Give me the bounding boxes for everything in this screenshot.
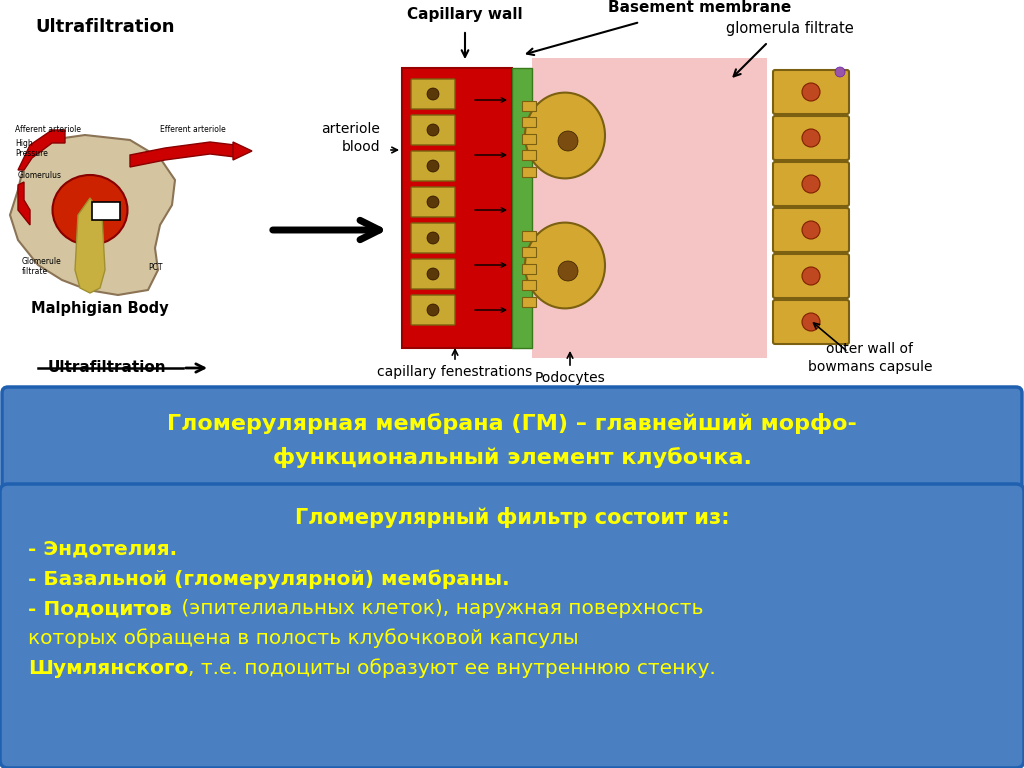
FancyBboxPatch shape <box>773 208 849 252</box>
FancyBboxPatch shape <box>773 300 849 344</box>
FancyBboxPatch shape <box>411 187 455 217</box>
Polygon shape <box>10 135 175 295</box>
Bar <box>522 118 536 127</box>
Circle shape <box>802 313 820 331</box>
Ellipse shape <box>525 93 605 178</box>
Circle shape <box>802 221 820 239</box>
Bar <box>522 231 536 241</box>
Bar <box>522 280 536 290</box>
FancyBboxPatch shape <box>411 223 455 253</box>
Bar <box>532 58 767 358</box>
Circle shape <box>835 67 845 77</box>
Text: Afferent arteriole: Afferent arteriole <box>15 125 81 134</box>
Circle shape <box>558 261 578 281</box>
Text: функциональный элемент клубочка.: функциональный элемент клубочка. <box>272 448 752 468</box>
Polygon shape <box>18 130 65 170</box>
FancyBboxPatch shape <box>411 295 455 325</box>
Polygon shape <box>75 198 105 293</box>
Text: Podocytes: Podocytes <box>535 371 605 385</box>
Bar <box>522 247 536 257</box>
Text: Malphigian Body: Malphigian Body <box>31 300 169 316</box>
Text: Basement membrane: Basement membrane <box>608 1 792 15</box>
Text: (эпителиальных клеток), наружная поверхность: (эпителиальных клеток), наружная поверхн… <box>175 600 703 618</box>
Text: High: High <box>15 138 33 147</box>
Bar <box>522 167 536 177</box>
Text: Efferent arteriole: Efferent arteriole <box>160 125 225 134</box>
Text: arteriole
blood: arteriole blood <box>322 122 380 154</box>
Text: Glomerule: Glomerule <box>22 257 61 266</box>
Text: Glomerulus: Glomerulus <box>18 170 62 180</box>
FancyBboxPatch shape <box>411 259 455 289</box>
Text: Шумлянского: Шумлянского <box>28 658 188 677</box>
Text: outer wall of
bowmans capsule: outer wall of bowmans capsule <box>808 343 932 374</box>
Text: - Базальной (гломерулярной) мембраны.: - Базальной (гломерулярной) мембраны. <box>28 569 510 589</box>
Ellipse shape <box>525 223 605 309</box>
Circle shape <box>427 304 439 316</box>
Text: которых обращена в полость клубочковой капсулы: которых обращена в полость клубочковой к… <box>28 628 579 648</box>
Circle shape <box>802 267 820 285</box>
FancyBboxPatch shape <box>411 151 455 181</box>
Bar <box>402 68 512 348</box>
FancyBboxPatch shape <box>773 70 849 114</box>
Circle shape <box>427 160 439 172</box>
FancyBboxPatch shape <box>773 254 849 298</box>
Circle shape <box>427 196 439 208</box>
Circle shape <box>802 175 820 193</box>
FancyBboxPatch shape <box>411 79 455 109</box>
Circle shape <box>427 232 439 244</box>
Text: , т.е. подоциты образуют ее внутреннюю стенку.: , т.е. подоциты образуют ее внутреннюю с… <box>188 658 716 678</box>
Text: Pressure: Pressure <box>15 148 48 157</box>
Polygon shape <box>18 182 30 225</box>
Polygon shape <box>130 142 234 167</box>
Bar <box>0 0 1024 390</box>
Text: PCT: PCT <box>148 263 163 273</box>
Ellipse shape <box>52 175 128 245</box>
Text: Capillary wall: Capillary wall <box>408 8 523 22</box>
Circle shape <box>427 88 439 100</box>
Circle shape <box>802 83 820 101</box>
Text: Гломерулярная мембрана (ГМ) – главнейший морфо-: Гломерулярная мембрана (ГМ) – главнейший… <box>167 413 857 435</box>
Text: capillary fenestrations: capillary fenestrations <box>378 365 532 379</box>
Bar <box>522 151 536 161</box>
Bar <box>522 101 536 111</box>
FancyBboxPatch shape <box>411 115 455 145</box>
Text: filtrate: filtrate <box>22 267 48 276</box>
Text: Гломерулярный фильтр состоит из:: Гломерулярный фильтр состоит из: <box>295 508 729 528</box>
Text: Ultrafiltration: Ultrafiltration <box>48 360 167 376</box>
Circle shape <box>558 131 578 151</box>
Text: Ultrafiltration: Ultrafiltration <box>35 18 175 36</box>
Bar <box>522 263 536 274</box>
FancyBboxPatch shape <box>773 162 849 206</box>
FancyBboxPatch shape <box>0 484 1024 768</box>
FancyBboxPatch shape <box>773 116 849 160</box>
Text: - Эндотелия.: - Эндотелия. <box>28 539 177 558</box>
Bar <box>522 134 536 144</box>
FancyBboxPatch shape <box>2 387 1022 491</box>
Bar <box>92 202 120 220</box>
Circle shape <box>802 129 820 147</box>
Text: - Подоцитов: - Подоцитов <box>28 600 172 618</box>
Bar <box>512 68 532 348</box>
Polygon shape <box>233 142 252 160</box>
Bar <box>522 296 536 306</box>
Circle shape <box>427 268 439 280</box>
Text: glomerula filtrate: glomerula filtrate <box>726 21 854 35</box>
Circle shape <box>427 124 439 136</box>
